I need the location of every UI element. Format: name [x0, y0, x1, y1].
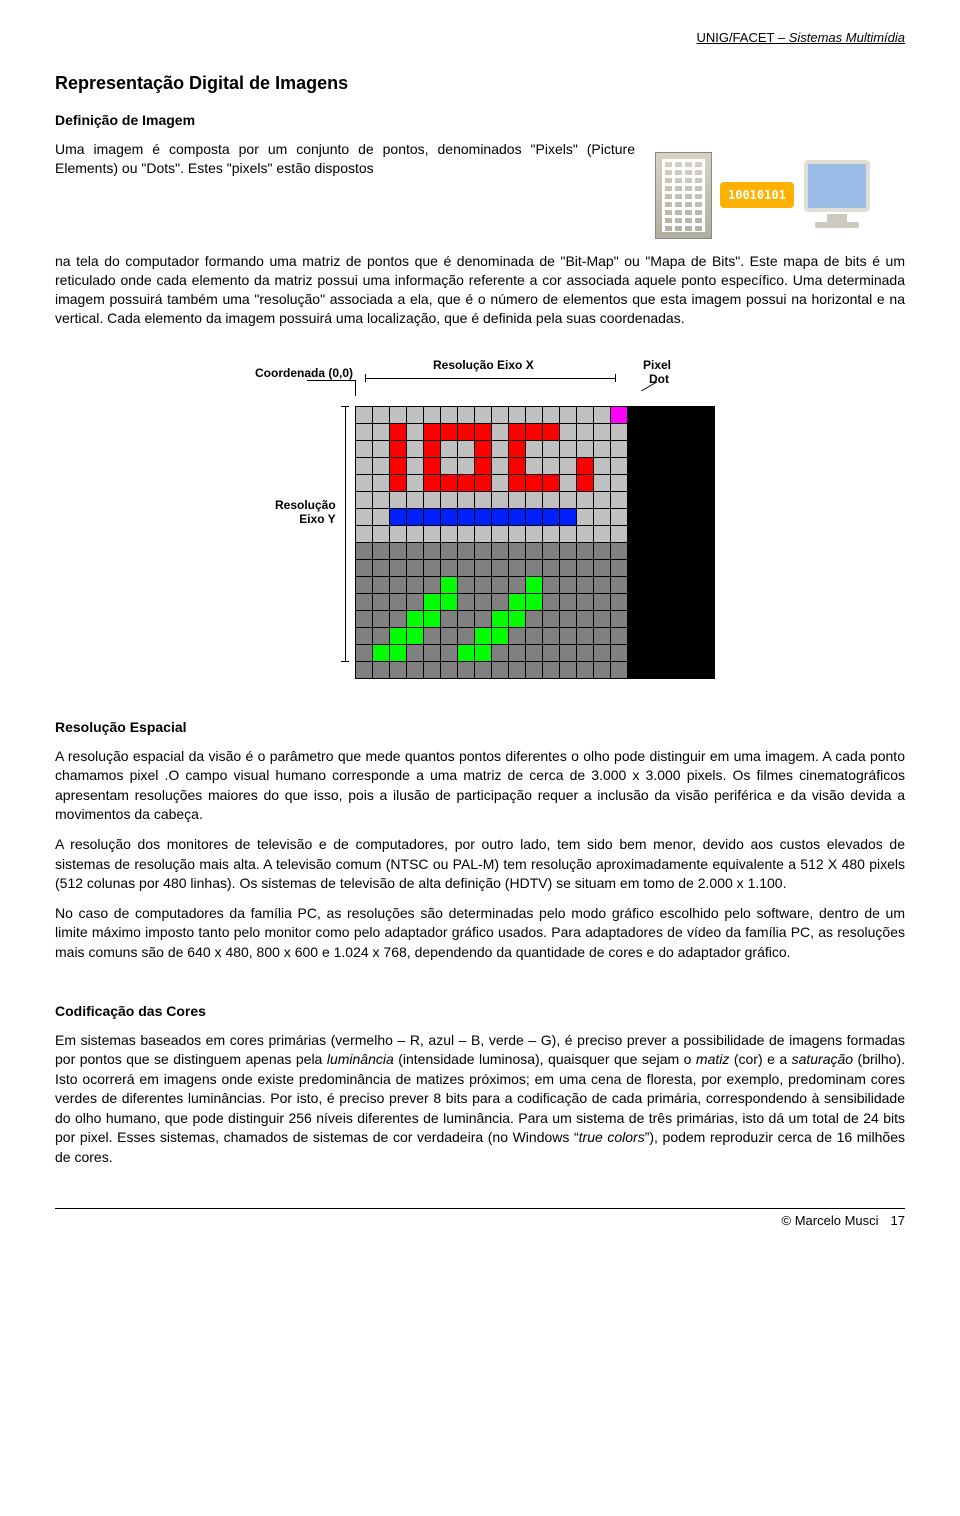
section1-heading: Definição de Imagem — [55, 112, 905, 128]
s3-it4: true colors — [579, 1129, 645, 1145]
footer: © Marcelo Musci 17 — [55, 1208, 905, 1228]
page-title: Representação Digital de Imagens — [55, 73, 905, 94]
s3-it3: saturação — [792, 1051, 853, 1067]
section3-para: Em sistemas baseados em cores primárias … — [55, 1031, 905, 1168]
header-org: UNIG/FACET — [696, 30, 774, 45]
resx-label: Resolução Eixo X — [433, 358, 534, 372]
s3-mid2: (cor) e a — [729, 1051, 791, 1067]
monitor-icon — [802, 160, 872, 230]
intro-text-a: Uma imagem é composta por um conjunto de… — [55, 140, 635, 178]
section3-heading: Codificação das Cores — [55, 1003, 905, 1019]
header-line: UNIG/FACET – Sistemas Multimídia — [55, 30, 905, 45]
intro-text-b: na tela do computador formando uma matri… — [55, 252, 905, 328]
section2-p1: A resolução espacial da visão é o parâme… — [55, 747, 905, 825]
resy-label2: Eixo Y — [275, 512, 336, 526]
header-course: Sistemas Multimídia — [789, 30, 905, 45]
section2-p2: A resolução dos monitores de televisão e… — [55, 835, 905, 894]
section2-p3: No caso de computadores da família PC, a… — [55, 904, 905, 963]
footer-page: 17 — [891, 1213, 905, 1228]
binary-tag: 10010101 — [720, 182, 794, 208]
section2-heading: Resolução Espacial — [55, 719, 905, 735]
footer-copyright: © Marcelo Musci — [782, 1213, 879, 1228]
s3-it2: matiz — [696, 1051, 729, 1067]
s3-it1: luminância — [327, 1051, 394, 1067]
coord-label: Coordenada (0,0) — [255, 366, 353, 380]
pixel-grid — [355, 406, 715, 679]
bitmap-vertical-label: BITMAP — [635, 443, 650, 560]
s3-mid1: (intensidade luminosa), quaisquer que se… — [394, 1051, 696, 1067]
header-image: 10010101 — [655, 140, 905, 250]
pixel-label: Pixel — [643, 358, 671, 372]
building-icon — [655, 152, 712, 239]
resy-label1: Resolução — [275, 498, 336, 512]
bitmap-diagram: Coordenada (0,0) Resolução Eixo X Pixel … — [245, 348, 715, 679]
